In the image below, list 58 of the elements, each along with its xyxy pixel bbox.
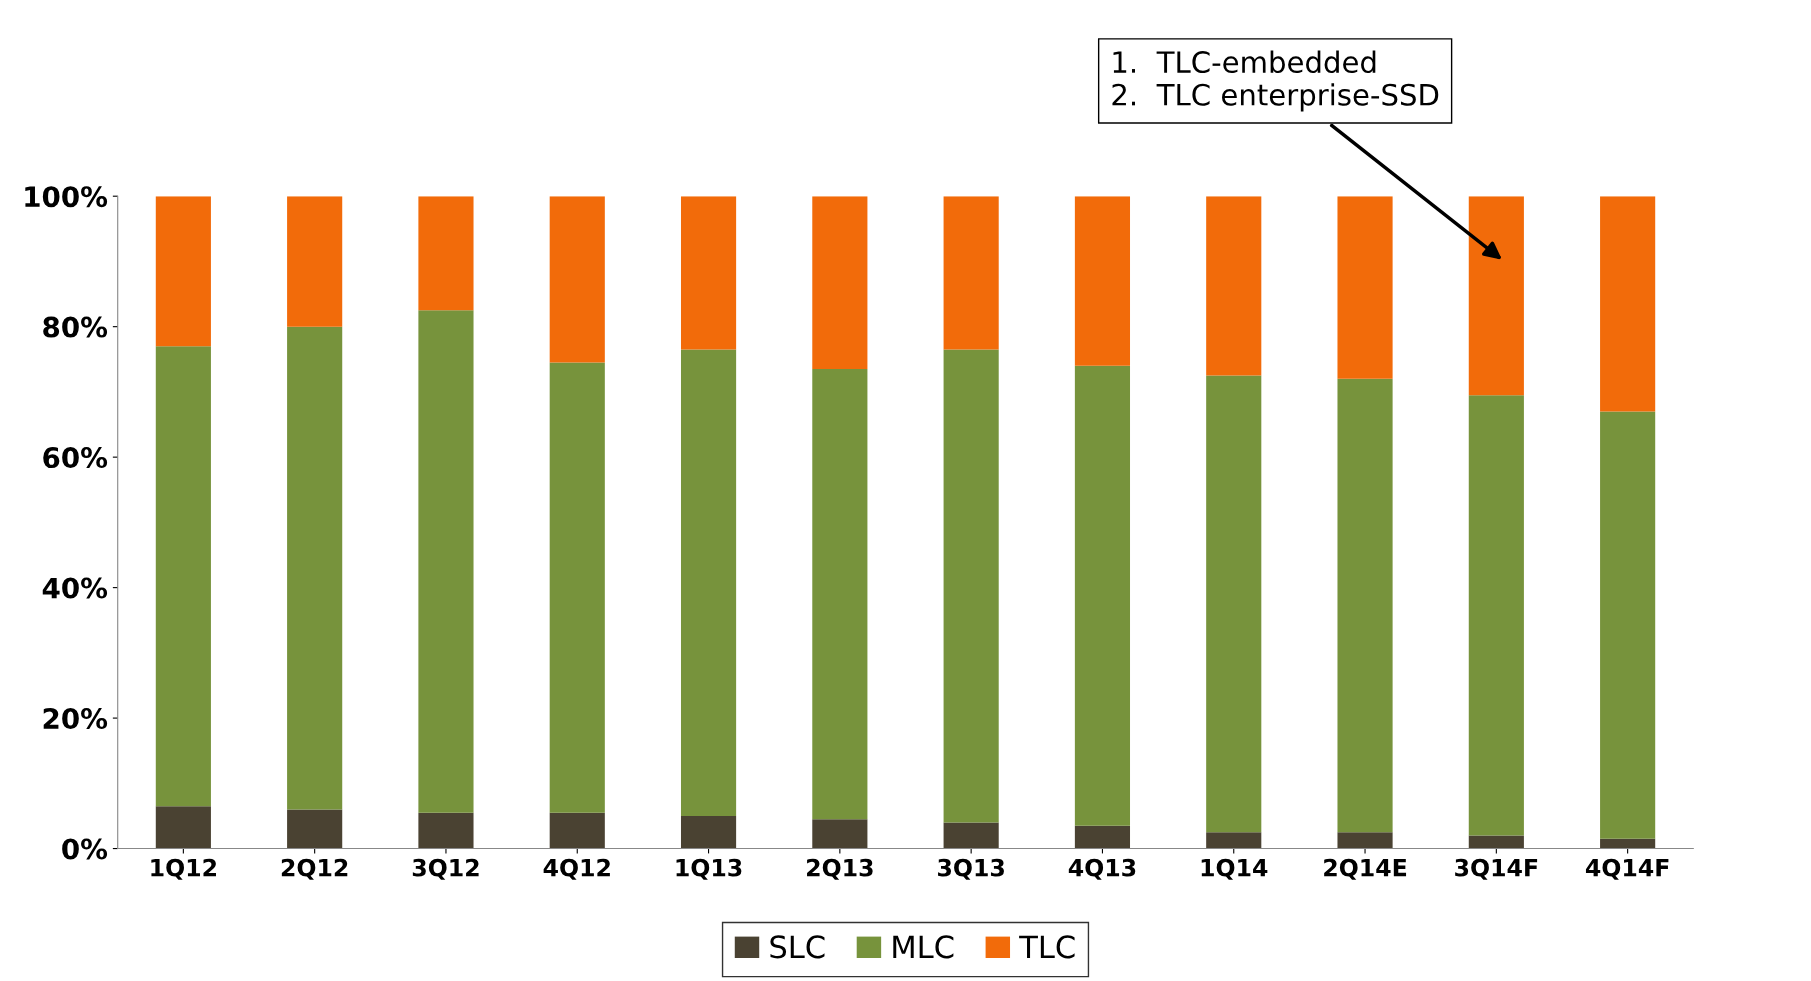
bar	[1468, 395, 1524, 836]
bar	[812, 196, 868, 370]
bar	[549, 812, 605, 849]
bar	[1074, 365, 1131, 826]
bar	[680, 815, 737, 849]
x-tick-label: 2Q13	[807, 858, 873, 880]
y-tick-label: 100%	[25, 186, 108, 208]
bar	[943, 196, 999, 350]
y-tick-label: 60%	[43, 447, 108, 469]
bar	[1468, 196, 1524, 396]
y-tick-label: 80%	[43, 316, 108, 338]
bar	[287, 809, 343, 849]
bar	[549, 196, 605, 363]
bar	[1206, 375, 1262, 833]
bar	[1600, 196, 1656, 412]
bar	[418, 196, 474, 311]
bar	[1074, 196, 1131, 366]
x-tick-label: 4Q12	[543, 858, 610, 880]
x-tick-label: 2Q12	[281, 858, 348, 880]
bar	[943, 349, 999, 823]
bar	[1600, 838, 1656, 849]
text: 1. TLC-embedded 2. TLC enterprise-SSD	[1112, 50, 1439, 112]
bar	[1468, 835, 1524, 849]
x-tick-label: 2Q14E	[1324, 858, 1407, 880]
bar	[287, 326, 343, 810]
bar	[943, 822, 999, 849]
x-tick-label: 3Q14F	[1455, 858, 1538, 880]
bar	[155, 806, 211, 849]
y-tick-label: 0%	[62, 838, 108, 860]
x-tick-label: 3Q12	[412, 858, 479, 880]
bar	[1206, 196, 1262, 376]
y-tick-label: 40%	[42, 577, 108, 599]
bar	[680, 349, 737, 816]
bar	[418, 310, 474, 813]
x-tick-label: 1Q13	[676, 858, 742, 880]
legend-label: MLC	[893, 935, 954, 959]
bar	[1337, 196, 1393, 379]
x-tick-label: 4Q13	[1068, 858, 1136, 880]
legend-label: SLC	[770, 935, 825, 959]
legend-label: TLC	[1019, 935, 1075, 959]
x-tick-label: 1Q14	[1201, 858, 1268, 880]
bar	[680, 196, 737, 350]
x-tick-label: 4Q14F	[1585, 858, 1669, 880]
bar	[155, 196, 211, 347]
bar	[1206, 832, 1262, 849]
bar	[1337, 378, 1393, 833]
bar	[418, 812, 474, 849]
bar	[1600, 411, 1656, 839]
bar	[812, 819, 868, 849]
bar	[812, 369, 868, 820]
x-tick-label: 3Q13	[938, 858, 1004, 880]
y-tick-label: 20%	[43, 708, 108, 730]
bar	[549, 362, 605, 813]
bar	[155, 346, 211, 807]
bar	[287, 196, 343, 327]
bar	[1074, 825, 1131, 849]
x-tick-label: 1Q12	[151, 858, 216, 880]
bar	[1337, 832, 1393, 849]
